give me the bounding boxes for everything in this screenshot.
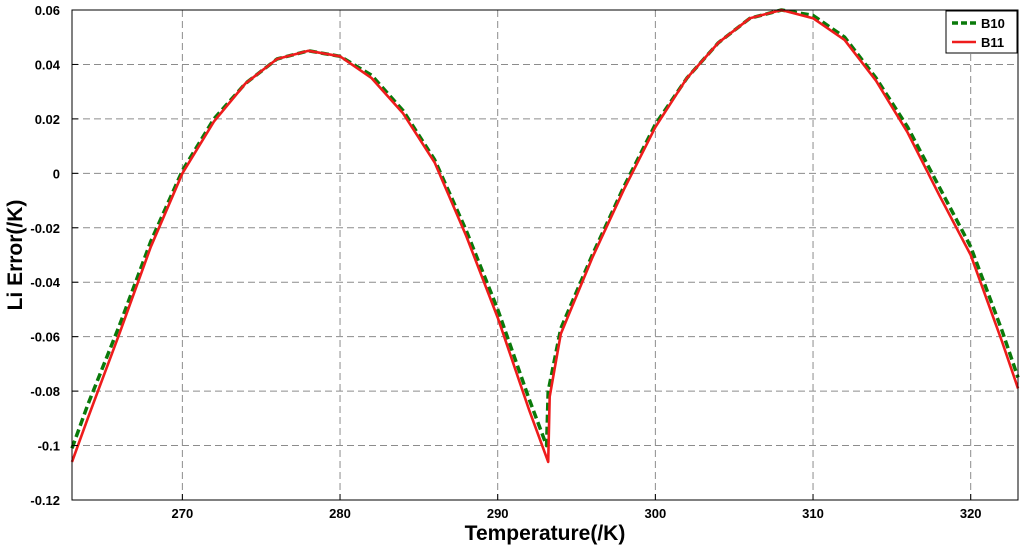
x-tick-label: 320 [960,506,982,521]
legend-label-b10: B10 [981,16,1005,31]
series-line-b10 [70,8,1020,449]
y-axis-label: Li Error(/K) [4,200,27,311]
x-tick-label: 300 [645,506,667,521]
x-tick-label: 290 [487,506,509,521]
legend-box [945,10,1018,54]
y-tick-label: -0.1 [38,439,60,454]
y-tick-label: -0.12 [30,493,60,508]
y-tick-label: -0.06 [30,330,60,345]
y-tick-label: 0 [53,166,60,181]
y-axis-ticks: -0.12 -0.1 -0.08 -0.06 -0.04 -0.02 0 0.02 0.04 0.… [30,3,78,508]
series-line-b11 [70,8,1020,464]
x-tick-label: 280 [329,506,351,521]
grid [72,10,1018,500]
x-tick-label: 270 [172,506,194,521]
legend: B10 B11 [945,10,1018,54]
y-tick-label: 0.02 [35,112,60,127]
legend-label-b11: B11 [981,35,1004,50]
y-tick-label: -0.02 [30,221,60,236]
plot-frame [71,9,1019,501]
y-tick-label: 0.06 [35,3,60,18]
y-tick-label: -0.08 [30,384,60,399]
x-axis-label: Temperature(/K) [465,522,626,545]
y-tick-label: -0.04 [30,275,60,290]
x-tick-label: 310 [802,506,824,521]
y-tick-label: 0.04 [35,57,61,72]
series-lines [70,8,1020,464]
x-axis-ticks: 270 280 290 300 310 320 [172,494,982,521]
